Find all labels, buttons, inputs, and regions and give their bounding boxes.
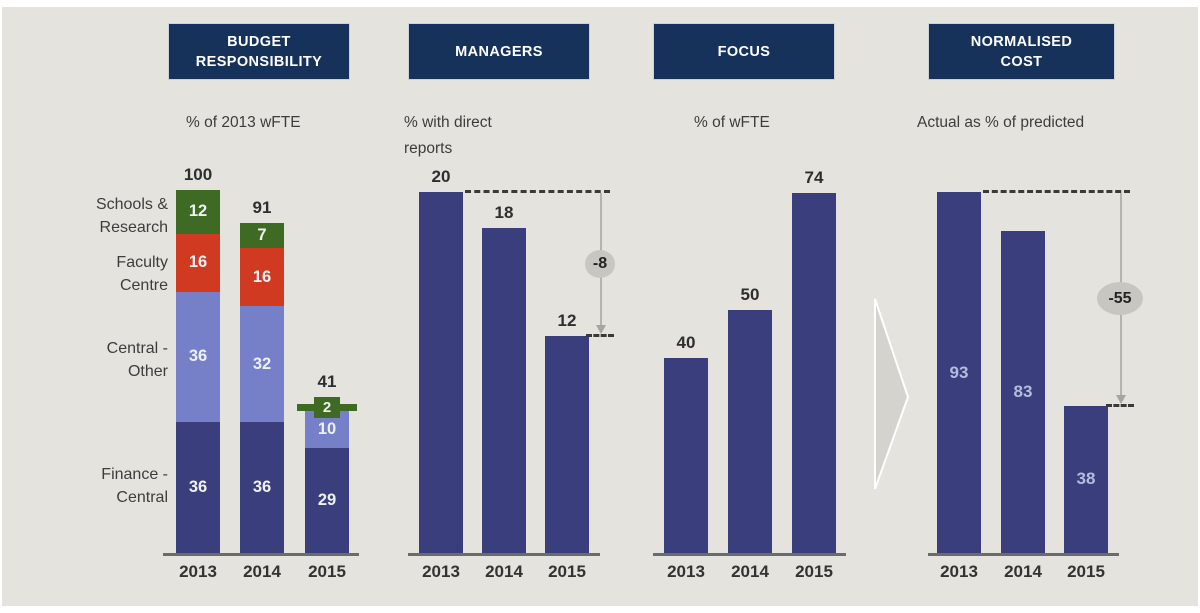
subtitle-managers: % with direct reports — [404, 114, 492, 157]
category-label-finance-central: Finance - Central — [101, 466, 168, 506]
segment-finance-central: 36 — [240, 422, 284, 553]
x-axis — [408, 553, 600, 556]
year-label: 2013 — [422, 562, 460, 581]
value-label: 83 — [1013, 381, 1033, 401]
year-label: 2013 — [667, 562, 705, 581]
year-label: 2013 — [179, 562, 217, 581]
segment-faculty-centre: 16 — [240, 248, 284, 307]
bar-2015 — [545, 336, 589, 553]
x-axis — [163, 553, 359, 556]
bar-2013 — [937, 192, 981, 553]
delta-badge: -55 — [1097, 282, 1143, 316]
total-label: 91 — [252, 197, 272, 217]
value-label: 40 — [676, 333, 696, 353]
value-label: 93 — [949, 362, 969, 382]
year-label: 2015 — [1067, 562, 1105, 581]
segment-schools-research: 7 — [240, 222, 284, 249]
category-label-central-other: Central - Other — [106, 340, 168, 380]
delta-dash-top — [983, 190, 1130, 194]
total-label: 41 — [317, 372, 337, 392]
value-label: 18 — [494, 203, 514, 223]
segment-marker-box: 2 — [314, 397, 340, 419]
value-label: 74 — [804, 167, 824, 187]
x-axis — [928, 553, 1119, 556]
x-axis — [653, 553, 846, 556]
bar-2014 — [482, 228, 526, 553]
panel-header-normalised-cost: NORMALISED COST — [928, 23, 1115, 80]
panel-header-budget-responsibility: BUDGET RESPONSIBILITY — [168, 23, 350, 80]
bar-2013 — [664, 358, 708, 553]
total-label: 100 — [183, 165, 213, 184]
delta-dash-bottom — [1106, 403, 1134, 407]
segment-faculty-centre: 16 — [176, 233, 220, 292]
year-label: 2014 — [1004, 562, 1042, 581]
segment-schools-research: 12 — [176, 190, 220, 234]
panel-header-managers: MANAGERS — [408, 23, 590, 80]
value-label: 12 — [557, 311, 577, 331]
segment-finance-central: 29 — [305, 447, 349, 553]
year-label: 2014 — [731, 562, 769, 581]
panel-header-focus: FOCUS — [653, 23, 835, 80]
bar-2013 — [419, 192, 463, 553]
year-label: 2014 — [243, 562, 281, 581]
segment-finance-central: 36 — [176, 422, 220, 553]
category-label-schools-research: Schools & Research — [95, 196, 168, 236]
value-label: 38 — [1076, 469, 1096, 489]
delta-arrowhead-icon — [596, 325, 606, 335]
year-label: 2013 — [940, 562, 978, 581]
delta-dash-top — [465, 190, 610, 193]
value-label: 50 — [740, 284, 760, 304]
delta-arrowhead-icon — [1116, 394, 1126, 404]
year-label: 2015 — [795, 562, 833, 581]
year-label: 2015 — [548, 562, 586, 581]
bar-2014 — [728, 309, 772, 553]
value-label: 20 — [431, 167, 451, 186]
flow-arrow-icon — [874, 298, 910, 490]
subtitle-focus: % of wFTE — [694, 114, 770, 131]
year-label: 2014 — [485, 562, 523, 581]
bar-2015 — [792, 192, 836, 553]
delta-badge: -8 — [585, 250, 615, 279]
bar-2014 — [1001, 230, 1045, 553]
category-label-faculty-centre: Faculty Centre — [116, 254, 168, 294]
subtitle-budget: % of 2013 wFTE — [186, 114, 301, 131]
delta-dash-bottom — [586, 334, 614, 338]
segment-central-other: 36 — [176, 291, 220, 423]
segment-central-other: 32 — [240, 306, 284, 423]
subtitle-normalised: Actual as % of predicted — [917, 114, 1085, 131]
year-label: 2015 — [308, 562, 346, 581]
bar-2015 — [1064, 405, 1108, 553]
